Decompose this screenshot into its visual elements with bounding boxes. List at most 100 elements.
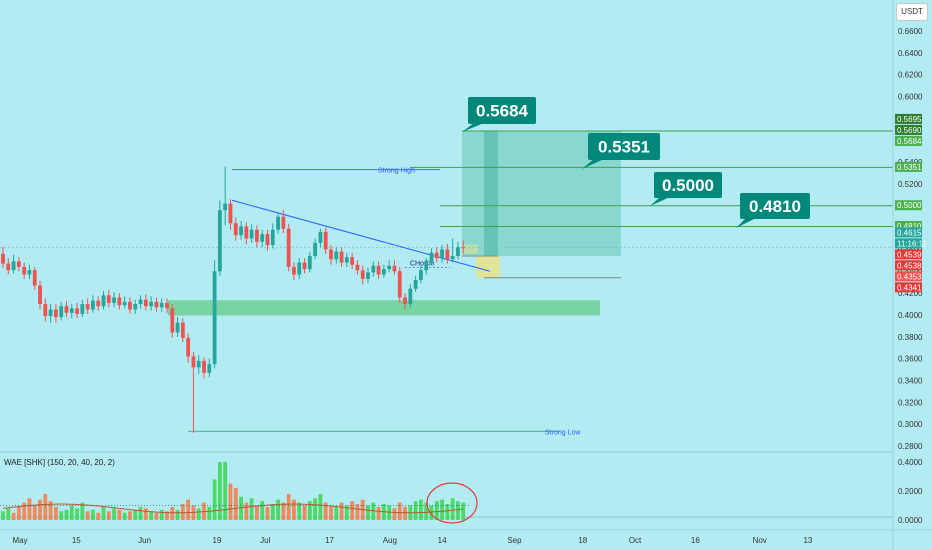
time-tick-label: 18	[578, 536, 587, 545]
price-tag-label: 0.5000	[897, 201, 922, 210]
currency-button[interactable]: USDT	[896, 3, 928, 21]
wae-bar	[392, 508, 397, 520]
wae-bar	[302, 505, 307, 520]
price-tag	[895, 238, 922, 249]
price-tag-label: 11:16:11	[897, 239, 928, 248]
wae-bar	[228, 483, 233, 520]
candle	[445, 249, 450, 260]
wae-bar	[91, 509, 95, 520]
target-callout	[588, 133, 660, 160]
callout-pointer	[462, 123, 484, 132]
callout-pointer	[736, 218, 756, 228]
candle	[297, 262, 302, 275]
candle	[355, 264, 360, 271]
wae-bar	[461, 502, 466, 520]
candle	[32, 270, 37, 286]
wae-bar	[11, 512, 16, 520]
candle	[48, 309, 53, 317]
candle	[344, 257, 349, 263]
wae-bar	[323, 502, 328, 520]
wae-bar	[54, 506, 58, 520]
candle	[16, 261, 21, 267]
price-tag-label: 0.4341	[897, 283, 922, 292]
wae-bar	[329, 505, 333, 520]
drawing-lines-layer: Strong High Strong Low CHoCH	[0, 130, 893, 436]
candle	[270, 229, 275, 246]
candle	[307, 255, 312, 270]
time-tick-label: Jun	[138, 536, 151, 545]
candle	[302, 262, 307, 270]
candle	[339, 251, 344, 263]
wae-bar	[307, 501, 312, 520]
candle	[292, 266, 296, 275]
price-tick-label: 0.6600	[898, 27, 923, 36]
candle	[96, 300, 101, 307]
wae-bar	[239, 496, 243, 520]
candle	[371, 265, 376, 273]
candle	[239, 226, 243, 236]
time-axis[interactable]: May 15 Jun 19 Jul 17 Aug 14 Sep 18 Oct 16 Nov 13	[0, 529, 932, 545]
wae-explosion-line	[2, 503, 464, 514]
wae-bar	[355, 504, 360, 520]
candle	[413, 280, 418, 289]
wae-bar	[165, 511, 169, 520]
wae-bar	[403, 506, 407, 520]
wae-bar	[117, 509, 122, 520]
price-tag-label: 0.5690	[897, 126, 922, 135]
candle	[117, 297, 122, 306]
candle	[228, 203, 233, 224]
candle	[244, 226, 249, 239]
price-tag-label: 0.5695	[897, 115, 922, 124]
wae-bar	[212, 479, 217, 520]
candle	[424, 261, 429, 271]
price-tag	[895, 200, 922, 211]
candle	[54, 309, 58, 318]
indicator-label[interactable]: WAE [SHK] (150, 20, 40, 20, 2)	[4, 458, 115, 467]
candle	[202, 360, 206, 373]
price-tag	[895, 249, 922, 260]
time-tick-label: Aug	[383, 536, 397, 545]
candle	[27, 270, 32, 275]
price-axis[interactable]: 0.66000.64000.62000.60000.58000.56000.54…	[892, 0, 932, 550]
price-tag	[895, 260, 922, 271]
price-tag-label: 0.4538	[897, 261, 922, 270]
wae-bar	[371, 502, 376, 520]
wae-bar	[96, 512, 101, 520]
candle	[207, 364, 212, 373]
wae-tick-label: 0.0000	[898, 516, 923, 525]
callout-pointer	[582, 159, 604, 169]
target-callout	[654, 172, 722, 198]
wae-bar	[186, 499, 191, 520]
wae-bar	[223, 462, 228, 520]
price-tag-label: 0.5351	[897, 163, 922, 172]
candle	[159, 302, 164, 308]
wae-bar	[1, 511, 5, 520]
wae-bar	[456, 501, 460, 520]
candle	[170, 308, 175, 333]
wae-bar	[350, 501, 355, 520]
wae-bar	[334, 506, 339, 520]
wae-bar	[43, 493, 48, 520]
price-tick-label: 0.2800	[898, 442, 923, 451]
wae-bar	[397, 502, 402, 520]
wae-bar	[260, 501, 265, 520]
time-tick-label: Oct	[629, 536, 642, 545]
candle	[392, 265, 397, 272]
price-tick-label: 0.6400	[898, 49, 923, 58]
candle	[186, 337, 191, 357]
candle	[1, 253, 5, 264]
wae-bar	[101, 506, 106, 520]
price-tick-label: 0.5200	[898, 180, 923, 189]
candle	[408, 288, 413, 305]
wae-bar	[27, 498, 32, 520]
wae-bar	[344, 505, 349, 520]
wae-bar	[313, 498, 318, 520]
candle	[255, 229, 259, 242]
time-tick-label: 14	[438, 536, 447, 545]
wae-bar	[59, 511, 64, 520]
candle	[154, 301, 159, 308]
price-tag	[895, 161, 922, 172]
candle	[133, 304, 138, 310]
price-tick-label: 0.6200	[898, 71, 923, 80]
